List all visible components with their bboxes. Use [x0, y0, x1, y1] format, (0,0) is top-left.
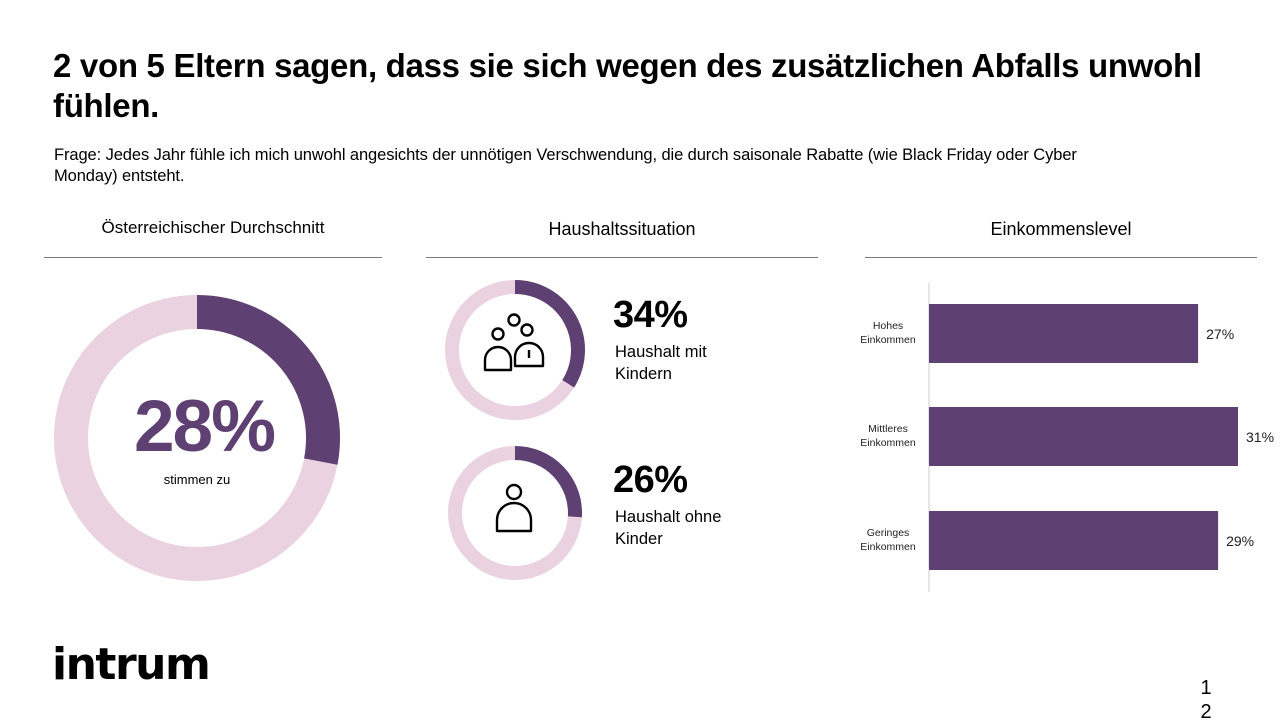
- column-heading-average: Österreichischer Durchschnitt: [101, 218, 325, 237]
- column-divider-income: [865, 257, 1257, 258]
- household-kids-donut-arc: [514, 280, 585, 388]
- income-category-middle-line-2: Einkommen: [860, 437, 916, 449]
- page-title: 2 von 5 Eltern sagen, dass sie sich wege…: [53, 47, 1202, 124]
- page-number: 1 2: [1196, 676, 1216, 720]
- household-kids-value: 34%: [613, 294, 688, 336]
- question-text: Frage: Jedes Jahr fühle ich mich unwohl …: [54, 146, 1077, 185]
- column-heading-household: Haushaltssituation: [548, 219, 696, 239]
- column-divider-household: [426, 257, 818, 258]
- average-donut-caption: stimmen zu: [164, 472, 230, 487]
- income-category-label-high: Hohes Einkommen: [848, 319, 928, 347]
- income-bar-value-high: 27%: [1206, 325, 1235, 342]
- income-category-low-line-2: Einkommen: [860, 541, 916, 553]
- average-donut-value: 28%: [134, 386, 274, 467]
- income-category-low-line-1: Geringes: [866, 527, 910, 539]
- income-category-label-middle: Mittleres Einkommen: [848, 422, 928, 450]
- income-bar-middle: [929, 407, 1238, 466]
- column-heading-income: Einkommenslevel: [990, 219, 1132, 239]
- page-number-digit-1: 1: [1200, 677, 1212, 699]
- household-nokids-label-line-1: Haushalt ohne: [615, 508, 722, 526]
- household-nokids-donut-arc: [514, 446, 582, 518]
- household-nokids-value: 26%: [613, 459, 688, 501]
- household-kids-label-line-2: Kindern: [615, 365, 672, 383]
- page-number-digit-2: 2: [1200, 701, 1212, 720]
- income-bar-high: [929, 304, 1199, 363]
- household-nokids-label-line-2: Kinder: [615, 530, 663, 548]
- household-nokids-label: Haushalt ohne Kinder: [615, 506, 765, 550]
- income-category-high-line-2: Einkommen: [860, 334, 916, 346]
- family-icon: [483, 313, 545, 372]
- column-divider-average: [44, 257, 382, 258]
- intrum-logo: intrum: [52, 639, 211, 690]
- person-icon: [495, 483, 533, 533]
- income-bar-value-low: 29%: [1226, 532, 1255, 549]
- income-category-high-line-1: Hohes: [872, 320, 904, 332]
- income-bar-value-middle: 31%: [1246, 428, 1275, 445]
- average-donut-arc: [196, 295, 340, 465]
- household-kids-label-line-1: Haushalt mit: [615, 343, 707, 361]
- income-category-middle-line-1: Mittleres: [868, 423, 908, 435]
- income-bar-low: [929, 511, 1219, 570]
- household-kids-label: Haushalt mit Kindern: [615, 341, 765, 385]
- income-category-label-low: Geringes Einkommen: [848, 526, 928, 554]
